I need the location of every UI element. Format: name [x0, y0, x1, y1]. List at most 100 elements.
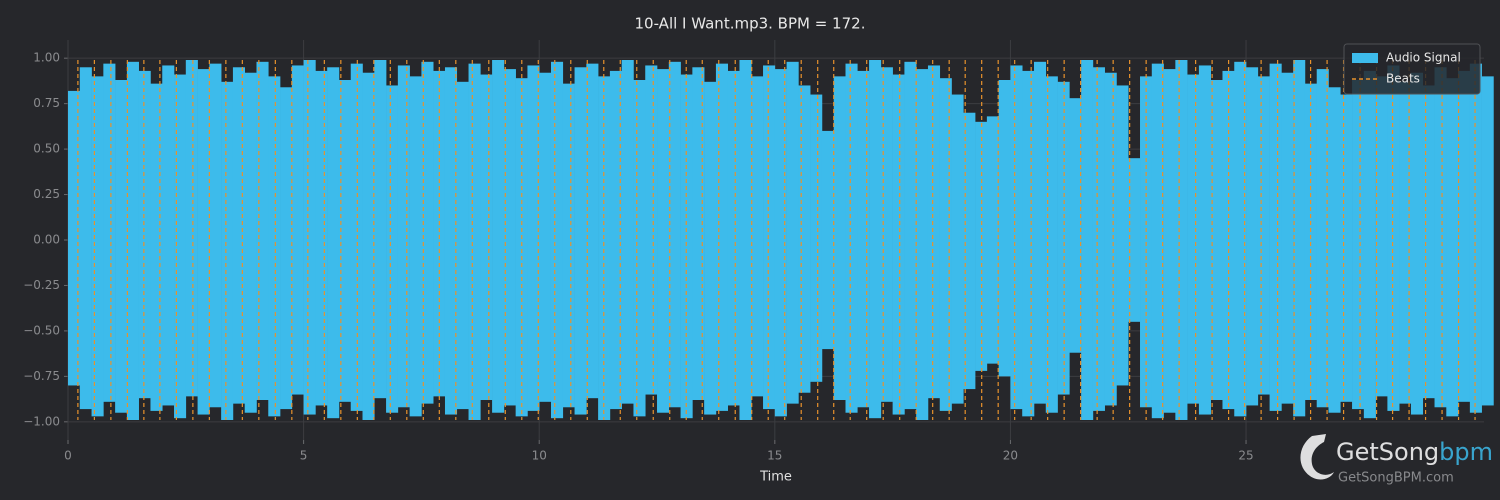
signal-sample [1446, 78, 1459, 417]
signal-sample [162, 65, 175, 406]
signal-sample [727, 70, 740, 406]
plot-area: 1.00 0.75 0.50 0.25 0.00 −0.25 −0.50 −0.75 −1.00… [23, 40, 1494, 463]
signal-sample [1434, 67, 1447, 408]
signal-sample [1010, 65, 1023, 410]
signal-sample [338, 80, 352, 402]
signal-sample [1375, 76, 1388, 397]
signal-sample [621, 60, 634, 404]
signal-sample [657, 69, 670, 413]
signal-sample [1363, 70, 1376, 419]
signal-sample [68, 90, 81, 386]
y-tick-label: 0.50 [33, 142, 60, 156]
signal-sample [480, 74, 493, 400]
x-tick-label: 5 [300, 449, 308, 463]
signal-sample [1069, 98, 1082, 353]
signal-sample [1481, 76, 1494, 406]
signal-sample [221, 81, 234, 421]
watermark-brand-main: GetSong [1336, 438, 1439, 466]
signal-sample [645, 65, 658, 395]
signal-sample [433, 70, 446, 397]
signal-sample [327, 67, 340, 419]
signal-sample [362, 72, 375, 421]
signal-sample [1246, 67, 1259, 406]
signal-sample [527, 65, 540, 411]
y-tick-label: −0.75 [23, 369, 60, 383]
signal-sample [680, 74, 693, 419]
signal-sample [503, 69, 516, 406]
signal-sample [774, 69, 787, 417]
signal-sample [586, 63, 599, 399]
y-tick-label: 0.75 [33, 96, 60, 110]
signal-sample [91, 76, 104, 417]
signal-sample [1210, 80, 1223, 400]
signal-sample [786, 61, 799, 404]
signal-sample [963, 112, 976, 390]
watermark-brand: GetSongbpm [1336, 438, 1493, 466]
signal-sample [833, 76, 846, 400]
signal-sample [916, 69, 929, 420]
signal-sample [280, 87, 293, 410]
y-tick-label: −0.25 [23, 278, 60, 292]
x-tick-label: 20 [1003, 449, 1018, 463]
signal-sample [821, 130, 835, 350]
signal-sample [1257, 76, 1270, 395]
signal-sample [1234, 61, 1247, 417]
signal-sample [1140, 76, 1153, 408]
signal-sample [115, 80, 128, 413]
signal-sample [1281, 72, 1294, 404]
signal-sample [1022, 70, 1035, 417]
signal-sample [1293, 60, 1306, 417]
signal-sample [574, 67, 587, 415]
signal-sample [739, 60, 752, 420]
y-tick-label: −1.00 [23, 414, 60, 428]
signal-sample [986, 116, 999, 364]
watermark-logo [1300, 434, 1334, 480]
signal-sample [492, 60, 505, 413]
signal-sample [892, 74, 905, 415]
signal-sample [468, 63, 481, 421]
legend-label: Audio Signal [1386, 51, 1461, 65]
signal-sample [609, 70, 622, 410]
signal-sample [1116, 85, 1129, 386]
signal-sample [1045, 76, 1058, 413]
signal-sample [692, 67, 705, 400]
signal-sample [927, 65, 941, 399]
signal-sample [1269, 63, 1282, 411]
signal-sample [1352, 80, 1365, 410]
watermark-brand-suffix: bpm [1439, 438, 1493, 466]
signal-sample [668, 61, 681, 408]
y-tick-label: −0.50 [23, 323, 60, 337]
signal-sample [763, 65, 776, 410]
signal-sample [232, 67, 246, 404]
x-axis-label: Time [759, 470, 792, 485]
signal-sample [397, 65, 410, 408]
legend: Audio Signal Beats [1343, 43, 1481, 95]
signal-sample [1222, 70, 1235, 410]
legend-swatch [1352, 53, 1378, 63]
signal-sample [515, 78, 528, 417]
y-tick-label: 1.00 [33, 51, 60, 65]
signal-sample [303, 60, 316, 415]
signal-sample [751, 76, 764, 397]
signal-sample [1328, 87, 1341, 413]
signal-sample [1410, 72, 1424, 415]
signal-sample [209, 63, 222, 408]
signal-sample [869, 60, 882, 419]
y-tick-label: 0.00 [33, 233, 60, 247]
signal-sample [1387, 65, 1400, 411]
signal-sample [798, 85, 811, 393]
signal-sample [1033, 61, 1047, 404]
signal-sample [1081, 60, 1094, 420]
signal-sample [845, 63, 858, 413]
signal-sample [456, 81, 469, 410]
signal-sample [550, 61, 564, 419]
signal-sample [951, 94, 964, 404]
signal-sample [197, 69, 210, 415]
signal-sample [315, 70, 328, 406]
signal-sample [1104, 72, 1117, 406]
signal-sample [1469, 63, 1482, 413]
signal-sample [1198, 65, 1211, 415]
signal-sample [715, 63, 729, 411]
